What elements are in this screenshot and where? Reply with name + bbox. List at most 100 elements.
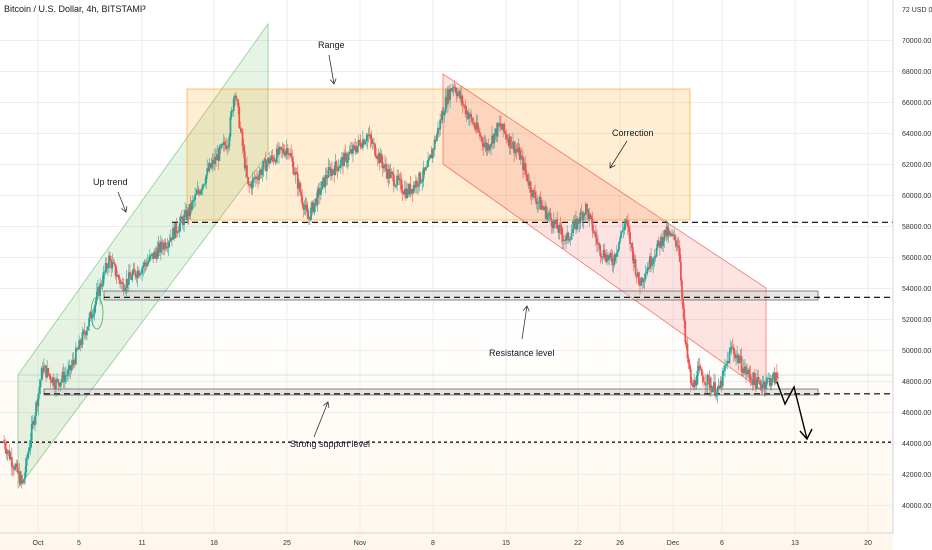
- x-tick-label: 6: [720, 540, 724, 547]
- candle-body: [328, 166, 331, 169]
- candle-body: [685, 342, 688, 345]
- candle-body: [225, 145, 227, 149]
- x-tick-label: 18: [210, 540, 218, 547]
- candle-body: [719, 380, 722, 388]
- candle-body: [443, 112, 446, 116]
- candle-body: [114, 264, 117, 276]
- candle-body: [439, 119, 442, 130]
- candle-body: [456, 93, 459, 97]
- candle-body: [737, 354, 740, 364]
- candle-body: [504, 131, 507, 135]
- candle-body: [727, 360, 730, 364]
- candle-body: [305, 204, 308, 211]
- candle-body: [600, 255, 603, 257]
- candle-body: [688, 363, 691, 370]
- candle-body: [516, 150, 519, 152]
- candle-body: [177, 231, 180, 233]
- candle-body: [552, 220, 555, 229]
- candle-body: [52, 377, 55, 386]
- candle-body: [509, 136, 512, 149]
- candle-body: [412, 184, 415, 193]
- x-tick-label: Dec: [667, 540, 680, 547]
- candle-body: [249, 183, 252, 186]
- candle-body: [191, 200, 194, 202]
- candle-body: [687, 357, 690, 364]
- candle-body: [186, 209, 189, 221]
- candle-body: [382, 166, 385, 169]
- candle-body: [748, 369, 751, 375]
- candle-body: [403, 188, 406, 195]
- candle-body: [713, 382, 715, 389]
- y-tick-label: 54000.00: [902, 286, 931, 293]
- candle-body: [464, 105, 467, 115]
- candle-body: [261, 169, 264, 175]
- candle-body: [189, 203, 192, 211]
- candle-body: [607, 254, 609, 260]
- zone-channel: [17, 22, 269, 490]
- candle-body: [490, 144, 492, 147]
- candle-body: [165, 247, 168, 249]
- x-tick-label: 5: [77, 540, 81, 547]
- candle-body: [398, 178, 401, 180]
- candle-body: [395, 185, 397, 187]
- candle-body: [469, 113, 471, 117]
- candle-body: [88, 317, 91, 327]
- candle-body: [605, 254, 608, 262]
- candle-body: [608, 256, 610, 260]
- candle-body: [493, 133, 496, 144]
- candle-body: [60, 379, 63, 383]
- candle-body: [663, 230, 666, 241]
- candle-body: [355, 150, 358, 153]
- candle-body: [360, 146, 363, 148]
- x-tick-label: 8: [431, 540, 435, 547]
- candle-body: [267, 157, 269, 164]
- annotation-arrow: [328, 54, 335, 85]
- candle-body: [200, 189, 203, 191]
- candle-body: [133, 268, 136, 272]
- candle-body: [335, 161, 338, 167]
- candle-body: [409, 184, 412, 194]
- candle-body: [352, 145, 354, 154]
- candle-body: [82, 330, 85, 333]
- candle-body: [185, 210, 188, 221]
- candle-body: [379, 153, 382, 163]
- candle-body: [111, 262, 114, 269]
- candle-body: [507, 139, 510, 146]
- candle-body: [176, 232, 179, 234]
- candle-body: [550, 218, 553, 227]
- candle-body: [703, 381, 705, 383]
- candle-body: [603, 249, 606, 259]
- projection-path: [776, 381, 808, 440]
- candle-body: [188, 203, 191, 217]
- candle-body: [555, 219, 557, 225]
- candle-body: [8, 450, 11, 460]
- candle-body: [777, 377, 779, 379]
- candle-body: [459, 91, 461, 99]
- candle-body: [677, 245, 680, 248]
- candle-body: [193, 200, 195, 201]
- candle-body: [743, 366, 746, 369]
- candle-body: [598, 243, 601, 246]
- candle-body: [442, 111, 445, 116]
- candle-body: [13, 468, 15, 470]
- candle-body: [650, 256, 652, 266]
- candle-body: [758, 381, 761, 382]
- candle-body: [227, 146, 230, 148]
- x-tick-label: Nov: [354, 540, 367, 547]
- candle-body: [588, 213, 591, 220]
- candle-body: [290, 153, 293, 158]
- candle-body: [365, 140, 368, 142]
- candle-body: [465, 111, 468, 115]
- candle-body: [33, 421, 35, 425]
- candles: [3, 80, 779, 489]
- candle-body: [700, 369, 703, 376]
- candle-body: [764, 384, 767, 389]
- candle-body: [356, 146, 359, 153]
- candle-body: [458, 91, 460, 94]
- candle-body: [455, 92, 458, 97]
- candle-body: [634, 259, 637, 275]
- candle-body: [660, 236, 662, 248]
- candle-body: [51, 377, 54, 383]
- candle-body: [87, 326, 89, 331]
